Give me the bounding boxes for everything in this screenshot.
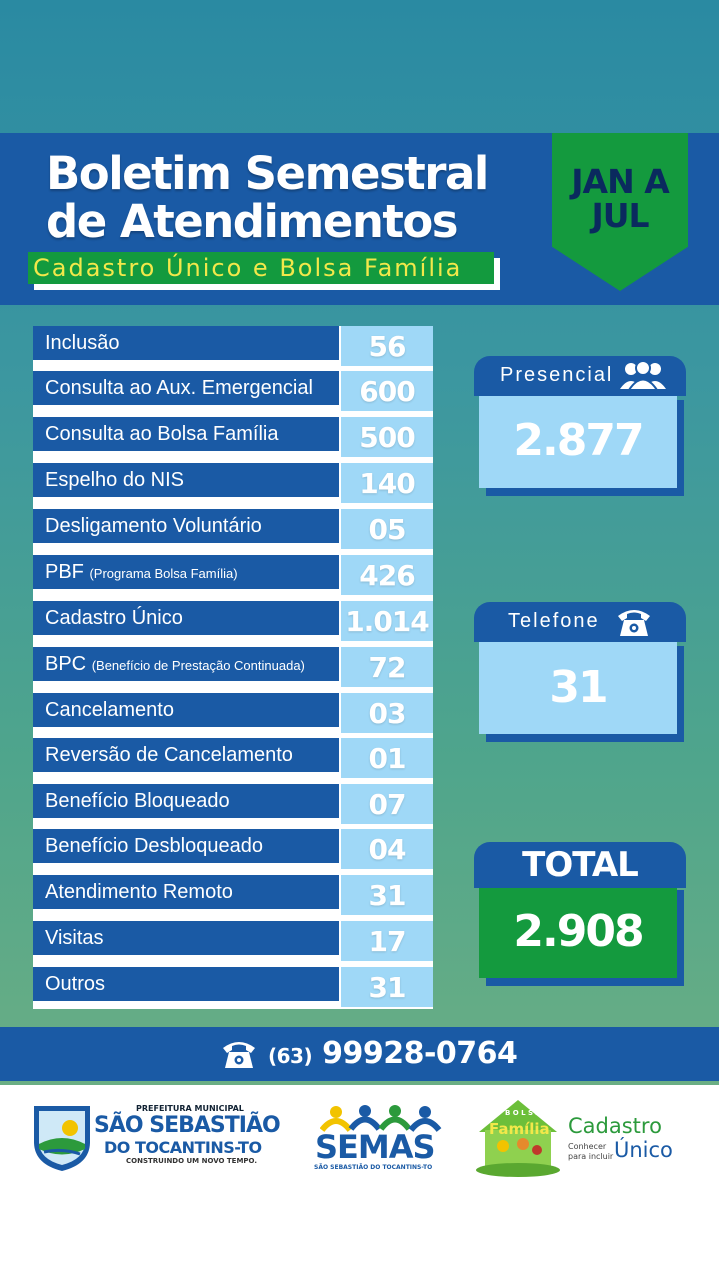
- row-label: Consulta ao Bolsa Família: [33, 417, 339, 451]
- row-value: 01: [341, 738, 433, 778]
- phone-number: 99928-0764: [322, 1036, 518, 1071]
- row-label: Consulta ao Aux. Emergencial: [33, 371, 339, 405]
- period-label: JAN A JUL: [552, 165, 688, 233]
- cadastro-tag2: para incluir: [568, 1152, 614, 1161]
- total-value: 2.908: [513, 906, 644, 957]
- row-value: 500: [341, 417, 433, 457]
- page-title: Boletim Semestral de Atendimentos: [46, 150, 516, 246]
- row-label: Desligamento Voluntário: [33, 509, 339, 543]
- semas-name: SEMAS: [315, 1128, 436, 1166]
- city-crest-icon: [34, 1106, 90, 1171]
- table-row: Benefício Bloqueado 07: [33, 784, 433, 824]
- row-value: 1.014: [341, 601, 433, 641]
- table-row: Consulta ao Aux. Emergencial 600: [33, 371, 433, 411]
- table-row: Cadastro Único 1.014: [33, 601, 433, 641]
- row-value: 31: [341, 875, 433, 915]
- contact-phone: (63) 99928-0764: [268, 1036, 518, 1071]
- table-row: Espelho do NIS 140: [33, 463, 433, 503]
- table-row: Outros 31: [33, 967, 433, 1007]
- table-row: Benefício Desbloqueado 04: [33, 829, 433, 869]
- people-icon: [320, 1105, 442, 1132]
- phone-ddd: (63): [268, 1044, 313, 1068]
- row-value: 56: [341, 326, 433, 366]
- telefone-label: Telefone: [508, 610, 600, 632]
- prefeitura-line1: SÃO SEBASTIÃO: [94, 1113, 281, 1138]
- table-row: Cancelamento 03: [33, 693, 433, 733]
- contact-bar: [0, 1027, 719, 1081]
- total-card-body: [479, 882, 677, 978]
- phone-icon: [618, 610, 650, 636]
- house-icon: [476, 1100, 560, 1177]
- row-value: 426: [341, 555, 433, 595]
- people-icon: [620, 360, 666, 391]
- presencial-value: 2.877: [513, 415, 644, 466]
- row-value: 03: [341, 693, 433, 733]
- period-line-2: JUL: [591, 196, 649, 235]
- logos-strip: [0, 1087, 719, 1187]
- row-label: Reversão de Cancelamento: [33, 738, 339, 772]
- row-label: Atendimento Remoto: [33, 875, 339, 909]
- telefone-value: 31: [549, 662, 608, 713]
- telefone-card-tab: Telefone: [474, 602, 686, 642]
- cadastro-line2: Único: [614, 1138, 673, 1162]
- prefeitura-tagline: CONSTRUINDO UM NOVO TEMPO.: [126, 1157, 257, 1165]
- presencial-card-body: [479, 392, 677, 488]
- bolsa-top: B O L S A: [505, 1109, 541, 1117]
- presencial-label: Presencial: [500, 364, 614, 386]
- table-row: BPC (Benefício de Prestação Continuada) …: [33, 647, 433, 687]
- row-value: 600: [341, 371, 433, 411]
- row-label: BPC (Benefício de Prestação Continuada): [33, 647, 339, 681]
- title-line-1: Boletim Semestral: [46, 147, 489, 200]
- row-label: Espelho do NIS: [33, 463, 339, 497]
- row-value: 07: [341, 784, 433, 824]
- telefone-card-body: [479, 638, 677, 734]
- period-line-1: JAN A: [571, 162, 669, 201]
- semas-logo: SEMAS SÃO SEBASTIÃO DO TOCANTINS-TO: [312, 1104, 448, 1174]
- table-row: Reversão de Cancelamento 01: [33, 738, 433, 778]
- row-value: 04: [341, 829, 433, 869]
- cadastro-tag1: Conhecer: [568, 1142, 607, 1151]
- row-label: Inclusão: [33, 326, 339, 360]
- cadastro-line1: Cadastro: [568, 1114, 662, 1138]
- row-label: Outros: [33, 967, 339, 1001]
- phone-icon: [223, 1042, 255, 1068]
- table-row: PBF (Programa Bolsa Família) 426: [33, 555, 433, 595]
- table-row: Atendimento Remoto 31: [33, 875, 433, 915]
- table-row: Inclusão 56: [33, 326, 433, 366]
- row-label: Cadastro Único: [33, 601, 339, 635]
- row-value: 17: [341, 921, 433, 961]
- row-value: 05: [341, 509, 433, 549]
- prefeitura-top: PREFEITURA MUNICIPAL: [136, 1104, 244, 1113]
- row-label: PBF (Programa Bolsa Família): [33, 555, 339, 589]
- presencial-card-tab: Presencial: [474, 356, 686, 396]
- cadastro-unico-logo: Cadastro Conhecer para incluir Único: [566, 1114, 690, 1166]
- row-label: Benefício Desbloqueado: [33, 829, 339, 863]
- prefeitura-logo: PREFEITURA MUNICIPAL SÃO SEBASTIÃO DO TO…: [32, 1104, 288, 1174]
- bolsa-name: Família: [489, 1120, 550, 1138]
- row-label: Cancelamento: [33, 693, 339, 727]
- table-row: Visitas 17: [33, 921, 433, 961]
- total-label: TOTAL: [474, 842, 686, 888]
- row-label: Visitas: [33, 921, 339, 955]
- table-row: Consulta ao Bolsa Família 500: [33, 417, 433, 457]
- bolsa-familia-logo: B O L S A Família: [473, 1096, 563, 1178]
- row-label: Benefício Bloqueado: [33, 784, 339, 818]
- subtitle: Cadastro Único e Bolsa Família: [33, 254, 463, 282]
- semas-sub: SÃO SEBASTIÃO DO TOCANTINS-TO: [314, 1164, 433, 1171]
- subtitle-bar: [28, 252, 494, 284]
- row-value: 72: [341, 647, 433, 687]
- title-line-2: de Atendimentos: [46, 195, 459, 248]
- row-value: 31: [341, 967, 433, 1007]
- prefeitura-line2: DO TOCANTINS-TO: [104, 1138, 262, 1157]
- table-row: Desligamento Voluntário 05: [33, 509, 433, 549]
- row-value: 140: [341, 463, 433, 503]
